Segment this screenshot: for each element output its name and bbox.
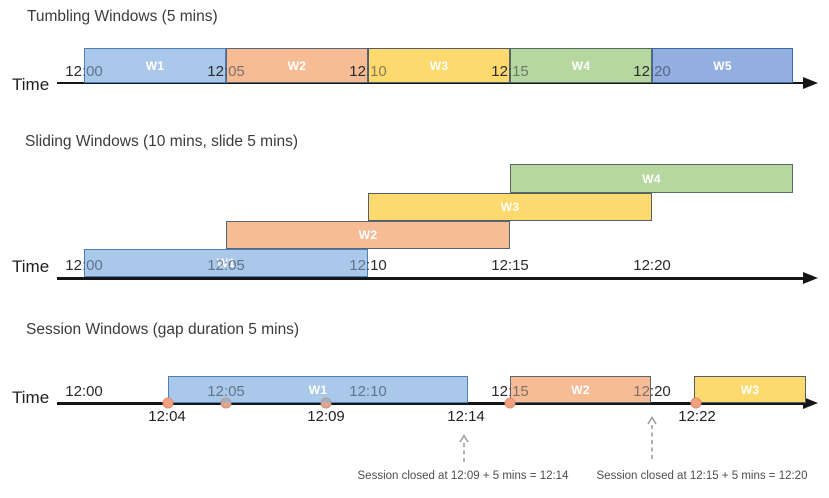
tumbling-window-w3: W3 [368,48,510,83]
session-title: Session Windows (gap duration 5 mins) [26,321,300,338]
window-label: W4 [642,171,661,186]
event-dot [162,397,174,409]
tick-label: 12:05 [207,257,245,274]
tick-label: 12:10 [349,63,387,80]
session-close-arrow-icon [459,434,469,462]
event-dot [320,397,332,409]
axis-arrowhead-icon [803,397,818,409]
window-label: W2 [287,58,307,73]
sliding-window-w1: W1 [84,249,368,277]
tick-label: 12:05 [207,383,245,400]
session-window-w2: W2 [510,376,651,403]
tick-label: 12:20 [633,257,671,274]
timeline-axis [57,402,807,405]
window-label: W3 [500,200,520,214]
window-label: W4 [571,58,591,73]
time-axis-label: Time [12,257,50,276]
sliding-window-w3: W3 [368,193,652,221]
axis-arrowhead-icon [803,77,818,89]
tumbling-window-w4: W4 [510,48,652,83]
tick-label: 12:20 [633,63,671,80]
event-time-label: 12:22 [678,408,716,425]
axis-arrowhead-icon [803,272,818,284]
window-label: W1 [145,58,165,73]
event-time-label: 12:09 [307,408,345,425]
tick-label: 12:00 [65,257,103,274]
session-window-w1: W1 [168,376,468,403]
session-close-annotation: Session closed at 12:15 + 5 mins = 12:20 [596,470,808,482]
session-window-w3: W3 [694,376,806,403]
window-label: W3 [740,382,760,397]
tick-label: 12:15 [491,383,529,400]
window-label: W2 [358,228,378,242]
tick-label: 12:20 [633,383,671,400]
time-axis-label: Time [12,75,50,94]
tumbling-window-w5: W5 [652,48,793,83]
time-axis-label: Time [12,388,50,407]
event-dot [220,397,232,409]
tick-label: 12:15 [491,63,529,80]
tick-label: 12:00 [65,383,103,400]
tumbling-window-w1: W1 [84,48,226,83]
session-close-annotation: Session closed at 12:09 + 5 mins = 12:14 [357,470,569,482]
timeline-axis [57,277,807,280]
sliding-window-w4: W4 [510,164,793,193]
window-label: W1 [308,382,328,397]
timeline-axis [57,82,807,84]
sliding-window-w2: W2 [226,221,510,249]
tick-label: 12:15 [491,257,529,274]
tick-label: 12:10 [349,383,387,400]
tumbling-window-w2: W2 [226,48,368,83]
tick-label: 12:05 [207,63,245,80]
sliding-title: Sliding Windows (10 mins, slide 5 mins) [25,133,299,150]
event-dot [690,397,702,409]
event-time-label: 12:14 [447,408,485,425]
window-label: W2 [571,382,590,397]
window-label: W1 [216,256,236,270]
event-time-label: 12:04 [148,408,186,425]
tumbling-title: Tumbling Windows (5 mins) [27,8,218,25]
event-dot [504,397,516,409]
window-label: W5 [713,58,732,73]
tick-label: 12:00 [65,63,103,80]
session-close-arrow-icon [647,416,657,462]
window-label: W3 [429,58,449,73]
tick-label: 12:10 [349,257,387,274]
